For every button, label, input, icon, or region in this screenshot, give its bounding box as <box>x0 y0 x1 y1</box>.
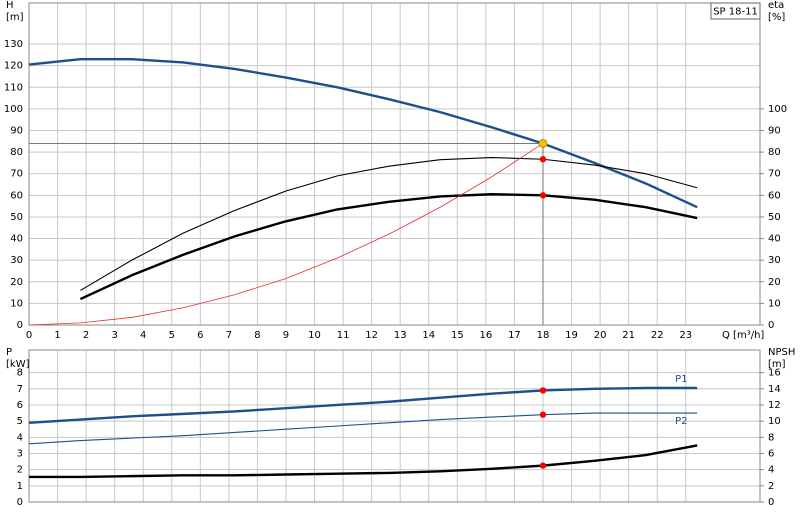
operating-point <box>539 462 547 469</box>
y-tick-label: 70 <box>10 169 23 180</box>
y2-tick-label: 10 <box>768 416 781 427</box>
operating-point <box>539 387 547 394</box>
x-tick-label: 18 <box>537 330 550 341</box>
y-tick-label: 8 <box>17 368 23 379</box>
y-tick-label: 0 <box>17 497 23 508</box>
x-tick-label: 20 <box>594 330 607 341</box>
y-tick-label: 3 <box>17 448 23 459</box>
y-tick-label: 50 <box>10 212 23 223</box>
operating-point <box>539 156 547 163</box>
y-axis-label: [kW] <box>6 359 30 370</box>
series-label: P1 <box>675 374 687 385</box>
y2-tick-label: 60 <box>768 190 781 201</box>
y-tick-label: 4 <box>17 432 23 443</box>
x-tick-label: 0 <box>26 330 32 341</box>
curve <box>80 156 698 291</box>
x-tick-label: 8 <box>254 330 260 341</box>
curve <box>79 193 698 301</box>
x-tick-label: 7 <box>226 330 232 341</box>
y-tick-label: 0 <box>17 320 23 331</box>
curve <box>29 444 698 479</box>
y-tick-label: 6 <box>17 400 23 411</box>
y-tick-label: 40 <box>10 234 23 245</box>
y-axis-label: [m] <box>6 12 24 23</box>
x-tick-label: 21 <box>622 330 635 341</box>
y-tick-label: 80 <box>10 147 23 158</box>
y2-axis-label: NPSH <box>768 347 795 358</box>
y2-tick-label: 80 <box>768 147 781 158</box>
y-tick-label: 20 <box>10 277 23 288</box>
y-axis-label: H <box>6 0 14 11</box>
y-tick-label: 1 <box>17 481 23 492</box>
x-tick-label: 23 <box>679 330 692 341</box>
y-tick-label: 100 <box>4 104 23 115</box>
y-tick-label: 130 <box>4 39 23 50</box>
x-tick-label: 11 <box>337 330 350 341</box>
plot-border <box>28 2 761 326</box>
curve <box>28 412 698 445</box>
y2-tick-label: 50 <box>768 212 781 223</box>
y2-tick-label: 2 <box>768 481 774 492</box>
y-tick-label: 30 <box>10 255 23 266</box>
y2-tick-label: 70 <box>768 169 781 180</box>
y2-axis-label: [m] <box>768 359 786 370</box>
y2-tick-label: 0 <box>768 497 774 508</box>
x-tick-label: 17 <box>508 330 521 341</box>
y2-tick-label: 12 <box>768 400 781 411</box>
chart-title: SP 18-11 <box>713 7 758 18</box>
operating-point <box>538 138 548 148</box>
x-tick-label: 3 <box>111 330 117 341</box>
curve <box>28 386 698 424</box>
x-tick-label: 15 <box>451 330 464 341</box>
x-tick-label: 5 <box>169 330 175 341</box>
plot-border <box>28 349 761 503</box>
x-tick-label: 13 <box>394 330 407 341</box>
x-tick-label: 14 <box>422 330 435 341</box>
y-axis-label: P <box>6 347 12 358</box>
y2-tick-label: 20 <box>768 277 781 288</box>
operating-point <box>539 192 547 199</box>
curve <box>28 57 698 209</box>
operating-point <box>539 411 547 418</box>
x-tick-label: 12 <box>365 330 378 341</box>
y-tick-label: 2 <box>17 465 23 476</box>
title-box <box>710 2 761 20</box>
y2-axis-label: [%] <box>768 12 785 23</box>
y-tick-label: 120 <box>4 61 23 72</box>
y2-tick-label: 100 <box>768 104 787 115</box>
x-tick-label: 10 <box>308 330 321 341</box>
y-tick-label: 7 <box>17 384 23 395</box>
x-axis-label: Q [m³/h] <box>722 330 764 341</box>
y2-tick-label: 40 <box>768 234 781 245</box>
x-tick-label: 16 <box>480 330 493 341</box>
y2-tick-label: 14 <box>768 384 781 395</box>
y-tick-label: 110 <box>4 82 23 93</box>
curve <box>28 143 544 326</box>
y2-tick-label: 6 <box>768 448 774 459</box>
y-tick-label: 90 <box>10 126 23 137</box>
y2-tick-label: 10 <box>768 298 781 309</box>
series-label: P2 <box>675 416 687 427</box>
y2-tick-label: 0 <box>768 320 774 331</box>
x-tick-label: 2 <box>83 330 89 341</box>
y2-tick-label: 8 <box>768 432 774 443</box>
y2-tick-label: 90 <box>768 126 781 137</box>
x-tick-label: 4 <box>140 330 146 341</box>
x-tick-label: 19 <box>565 330 578 341</box>
x-tick-label: 22 <box>651 330 664 341</box>
y-tick-label: 60 <box>10 190 23 201</box>
x-tick-label: 6 <box>197 330 203 341</box>
y2-tick-label: 16 <box>768 368 781 379</box>
x-tick-label: 1 <box>54 330 60 341</box>
y-tick-label: 10 <box>10 298 23 309</box>
y2-tick-label: 30 <box>768 255 781 266</box>
x-tick-label: 9 <box>283 330 289 341</box>
y2-tick-label: 4 <box>768 465 774 476</box>
y-tick-label: 5 <box>17 416 23 427</box>
y2-axis-label: eta <box>768 0 784 11</box>
plot-area <box>28 2 761 326</box>
